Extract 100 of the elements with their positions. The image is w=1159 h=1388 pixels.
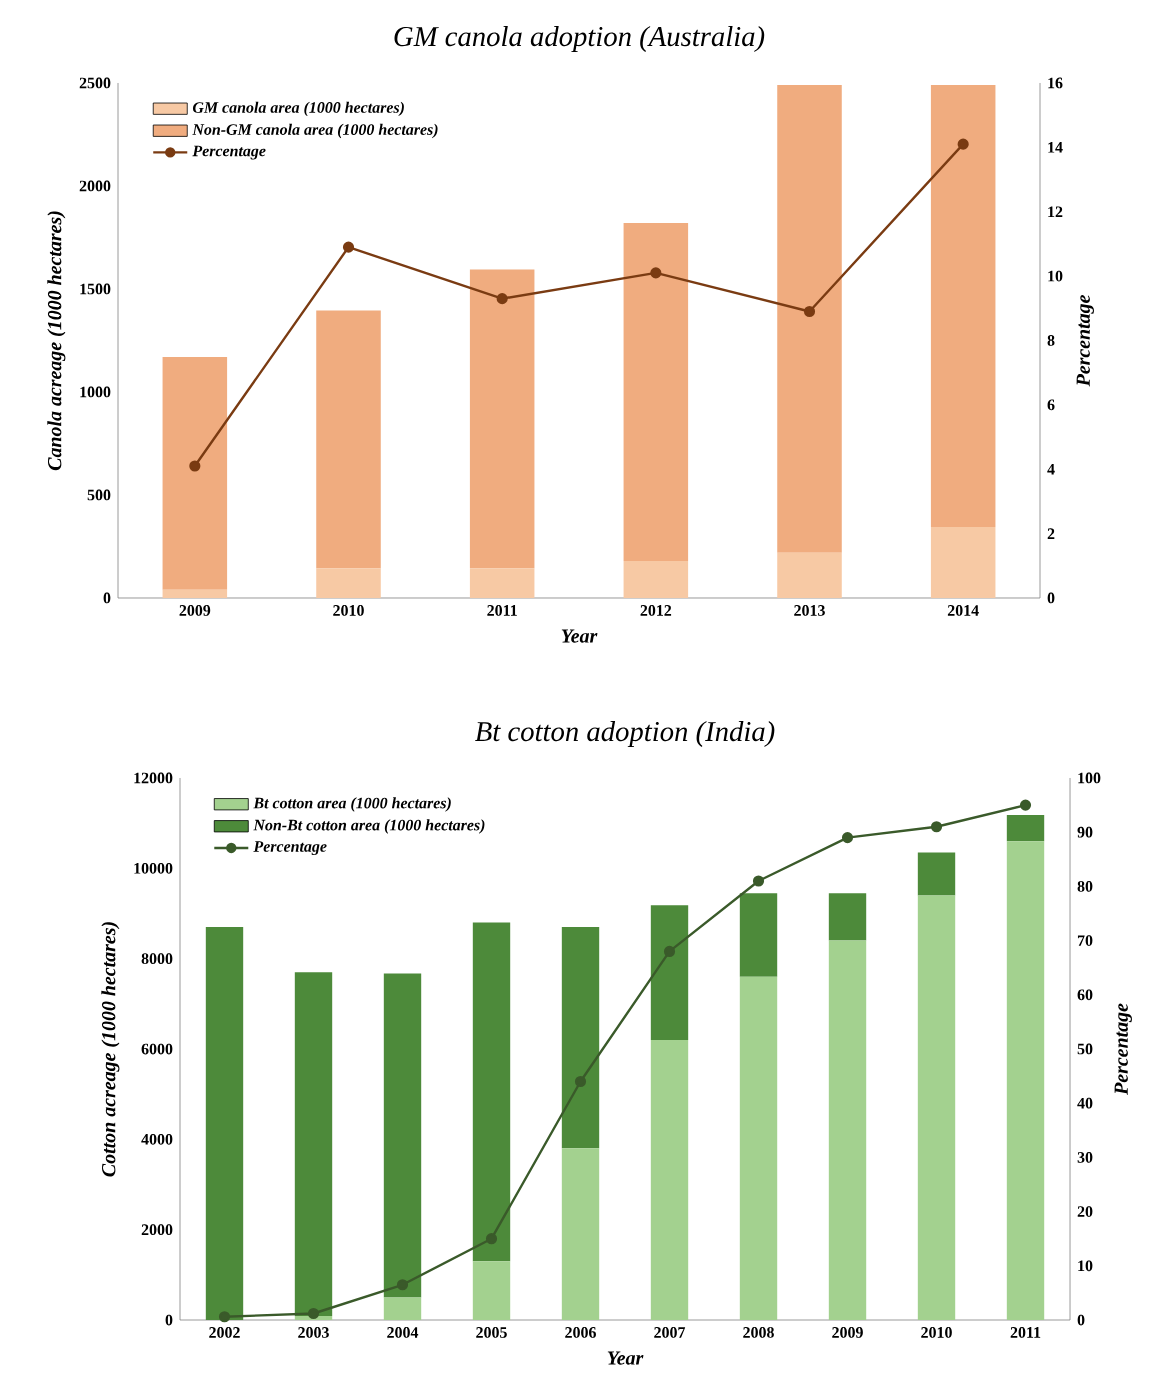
- chart-title: Bt cotton adoption (India): [475, 721, 775, 748]
- bar: [828, 940, 867, 1320]
- point: [218, 1311, 231, 1323]
- x-tick-label: 2010: [921, 1327, 952, 1338]
- legend-label: Bt cotton area (1000 hectares): [253, 797, 451, 812]
- bar: [777, 85, 842, 553]
- y2-tick-label: 10: [1078, 1260, 1093, 1272]
- point: [342, 241, 355, 253]
- y2-tick-label: 0: [1077, 1314, 1085, 1326]
- y-axis-title: Cotton acreage (1000 hectares): [101, 922, 120, 1177]
- y2-tick-label: 70: [1077, 935, 1093, 946]
- bar: [561, 1148, 600, 1320]
- bar: [469, 269, 535, 569]
- y2-tick-label: 50: [1077, 1043, 1093, 1055]
- point: [663, 945, 676, 958]
- bar: [917, 852, 956, 896]
- point: [307, 1307, 320, 1320]
- y2-tick-label: 12: [1048, 206, 1063, 218]
- bar: [316, 310, 381, 569]
- point: [396, 1279, 409, 1291]
- bar: [383, 1297, 422, 1320]
- x-axis-title: Year: [607, 1351, 644, 1365]
- y2-tick-label: 4: [1047, 463, 1055, 475]
- point: [189, 460, 201, 472]
- y-tick-label: 8000: [141, 953, 173, 965]
- x-tick-label: 2002: [209, 1327, 240, 1338]
- bar: [650, 905, 689, 1040]
- x-tick-label: 2011: [487, 605, 517, 616]
- bar: [316, 568, 381, 598]
- y-tick-label: 2000: [141, 1224, 173, 1236]
- bar: [930, 85, 996, 527]
- x-tick-label: 2006: [565, 1327, 596, 1338]
- point: [930, 821, 943, 833]
- x-axis-title: Year: [561, 629, 598, 643]
- point: [841, 832, 854, 844]
- x-tick-label: 2009: [832, 1327, 863, 1338]
- bar: [1006, 815, 1045, 842]
- y2-tick-label: 2: [1047, 528, 1055, 539]
- y2-tick-label: 80: [1077, 881, 1093, 892]
- y2-tick-label: 60: [1077, 989, 1093, 1001]
- y-tick-label: 10000: [134, 862, 173, 874]
- y2-tick-label: 6: [1047, 399, 1055, 411]
- x-tick-label: 2013: [794, 605, 825, 616]
- bar: [561, 927, 600, 1149]
- bar: [472, 922, 511, 1262]
- y-tick-label: 2000: [79, 180, 111, 192]
- y-tick-label: 6000: [141, 1043, 173, 1055]
- point: [957, 138, 969, 150]
- y2-tick-label: 90: [1077, 826, 1093, 838]
- x-tick-label: 2007: [654, 1327, 686, 1338]
- y-tick-label: 1000: [80, 386, 111, 398]
- bar: [739, 976, 778, 1320]
- y-tick-label: 4000: [141, 1133, 173, 1145]
- legend-label: Percentage: [253, 841, 327, 856]
- legend-label: GM canola area (1000 hectares): [192, 101, 404, 117]
- y-tick-label: 12000: [134, 772, 173, 784]
- y2-axis-title: Percentage: [1076, 295, 1094, 387]
- legend-label: Non-Bt cotton area (1000 hectares): [253, 819, 485, 834]
- chart-title: GM canola adoption (Australia): [394, 26, 765, 53]
- legend-label: Percentage: [192, 145, 266, 160]
- point: [574, 1075, 587, 1088]
- bar: [383, 973, 422, 1298]
- point: [496, 293, 508, 305]
- bar: [623, 560, 689, 598]
- y2-tick-label: 14: [1048, 142, 1063, 153]
- x-tick-label: 2004: [387, 1327, 419, 1338]
- bar: [472, 1261, 511, 1320]
- bar: [650, 1039, 689, 1320]
- bar: [828, 893, 867, 941]
- legend-label: Non-GM canola area (1000 hectares): [192, 123, 438, 139]
- point: [752, 875, 765, 887]
- bar: [930, 526, 996, 598]
- y-tick-label: 500: [87, 489, 111, 501]
- y-axis-title: Canola acreage (1000 hectares): [47, 211, 66, 471]
- y2-axis-title: Percentage: [1114, 1003, 1132, 1095]
- point: [1019, 799, 1032, 811]
- x-tick-label: 2014: [947, 605, 979, 616]
- y2-tick-label: 10: [1048, 270, 1063, 282]
- bar: [294, 972, 333, 1316]
- x-tick-label: 2003: [298, 1327, 329, 1338]
- bar: [469, 568, 535, 598]
- bar: [739, 893, 778, 977]
- y2-tick-label: 20: [1077, 1206, 1093, 1217]
- y2-tick-label: 100: [1078, 772, 1101, 784]
- x-tick-label: 2012: [640, 605, 672, 616]
- y-tick-label: 0: [103, 592, 111, 604]
- bar: [623, 223, 689, 561]
- y2-tick-label: 8: [1047, 335, 1055, 346]
- x-tick-label: 2008: [743, 1327, 774, 1338]
- x-tick-label: 2005: [476, 1327, 507, 1338]
- y-tick-label: 0: [165, 1314, 173, 1326]
- y-tick-label: 1500: [80, 283, 111, 295]
- y-tick-label: 2500: [79, 77, 111, 89]
- x-tick-label: 2011: [1010, 1327, 1041, 1338]
- point: [485, 1233, 498, 1245]
- bar: [205, 927, 244, 1320]
- bar: [1006, 841, 1045, 1320]
- y2-tick-label: 16: [1048, 77, 1063, 89]
- bar: [917, 895, 956, 1320]
- x-tick-label: 2010: [333, 605, 364, 616]
